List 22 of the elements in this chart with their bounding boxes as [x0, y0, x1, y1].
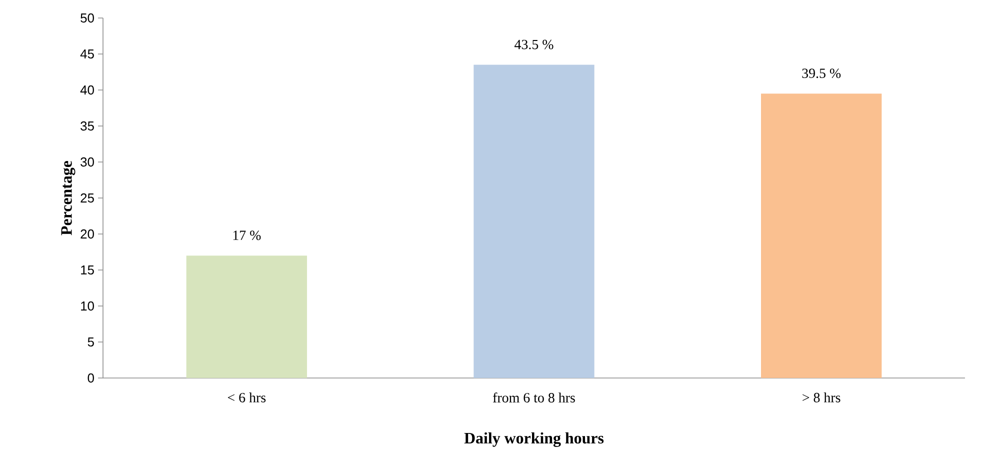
y-tick-label: 45	[80, 49, 94, 59]
y-tick-label: 40	[80, 85, 94, 95]
y-tick-label: 25	[80, 193, 94, 203]
y-tick-label: 30	[80, 157, 94, 167]
x-tick-label: from 6 to 8 hrs	[492, 392, 575, 402]
x-axis-title: Daily working hours	[464, 432, 604, 447]
data-label: 17 %	[233, 230, 261, 240]
y-tick-label: 15	[81, 265, 94, 275]
y-tick-label: 35	[80, 121, 94, 131]
y-axis-title: Percentage	[61, 160, 76, 236]
y-tick-label: 5	[88, 337, 94, 347]
y-tick-label: 50	[80, 13, 94, 23]
x-tick-label: > 8 hrs	[802, 392, 840, 402]
data-label: 43.5 %	[514, 40, 554, 50]
y-tick-label: 0	[88, 373, 94, 383]
y-tick-label: 10	[81, 301, 94, 311]
bar	[186, 256, 308, 378]
y-tick-label: 20	[80, 229, 94, 239]
bar	[761, 94, 882, 378]
data-label: 39.5 %	[802, 68, 841, 78]
bar	[474, 64, 594, 378]
x-tick-label: < 6 hrs	[228, 392, 266, 402]
